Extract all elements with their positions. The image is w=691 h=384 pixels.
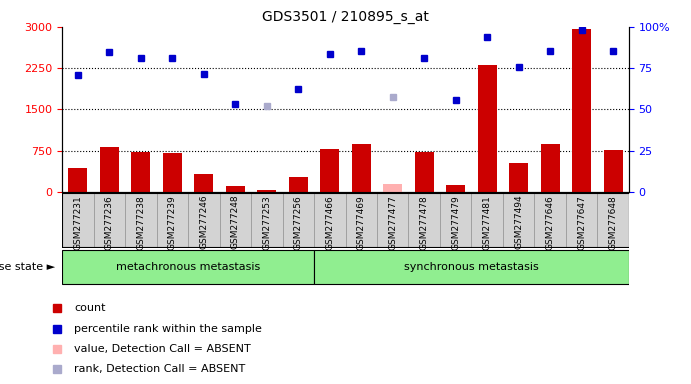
Bar — [251, 193, 283, 247]
Bar — [226, 186, 245, 192]
Text: GSM277238: GSM277238 — [136, 195, 145, 250]
Bar — [415, 152, 434, 192]
Text: GSM277256: GSM277256 — [294, 195, 303, 250]
Text: rank, Detection Call = ABSENT: rank, Detection Call = ABSENT — [75, 364, 246, 374]
Text: metachronous metastasis: metachronous metastasis — [116, 262, 261, 272]
Bar — [477, 65, 497, 192]
Bar — [94, 193, 125, 247]
Text: GSM277648: GSM277648 — [609, 195, 618, 250]
Bar — [220, 193, 251, 247]
Bar — [440, 193, 471, 247]
Bar — [62, 250, 314, 284]
Bar — [509, 163, 528, 192]
Bar — [157, 193, 188, 247]
Bar — [131, 152, 151, 192]
Bar — [566, 193, 597, 247]
Text: GSM277478: GSM277478 — [419, 195, 428, 250]
Text: GSM277253: GSM277253 — [263, 195, 272, 250]
Bar — [289, 177, 307, 192]
Bar — [540, 144, 560, 192]
Bar — [597, 193, 629, 247]
Bar — [314, 250, 629, 284]
Title: GDS3501 / 210895_s_at: GDS3501 / 210895_s_at — [262, 10, 429, 25]
Text: GSM277236: GSM277236 — [105, 195, 114, 250]
Bar — [352, 144, 370, 192]
Text: GSM277481: GSM277481 — [482, 195, 492, 250]
Text: GSM277477: GSM277477 — [388, 195, 397, 250]
Bar — [163, 154, 182, 192]
Bar — [68, 168, 87, 192]
Text: GSM277239: GSM277239 — [168, 195, 177, 250]
Bar — [194, 174, 214, 192]
Bar — [384, 184, 402, 192]
Bar — [257, 190, 276, 192]
Bar — [314, 193, 346, 247]
Bar — [100, 147, 119, 192]
Text: GSM277646: GSM277646 — [546, 195, 555, 250]
Text: GSM277246: GSM277246 — [199, 195, 209, 250]
Text: count: count — [75, 303, 106, 313]
Bar — [503, 193, 534, 247]
Bar — [346, 193, 377, 247]
Bar — [377, 193, 408, 247]
Bar — [188, 193, 220, 247]
Text: synchronous metastasis: synchronous metastasis — [404, 262, 539, 272]
Bar — [62, 193, 94, 247]
Text: GSM277469: GSM277469 — [357, 195, 366, 250]
Bar — [471, 193, 503, 247]
Text: GSM277494: GSM277494 — [514, 195, 523, 250]
Text: value, Detection Call = ABSENT: value, Detection Call = ABSENT — [75, 344, 252, 354]
Bar — [534, 193, 566, 247]
Bar — [572, 29, 591, 192]
Bar — [446, 185, 465, 192]
Text: percentile rank within the sample: percentile rank within the sample — [75, 324, 263, 334]
Bar — [604, 150, 623, 192]
Bar — [408, 193, 440, 247]
Text: GSM277647: GSM277647 — [577, 195, 586, 250]
Text: disease state ►: disease state ► — [0, 262, 55, 272]
Bar — [321, 149, 339, 192]
Text: GSM277479: GSM277479 — [451, 195, 460, 250]
Bar — [125, 193, 157, 247]
Text: GSM277466: GSM277466 — [325, 195, 334, 250]
Bar — [283, 193, 314, 247]
Text: GSM277248: GSM277248 — [231, 195, 240, 250]
Text: GSM277231: GSM277231 — [73, 195, 82, 250]
